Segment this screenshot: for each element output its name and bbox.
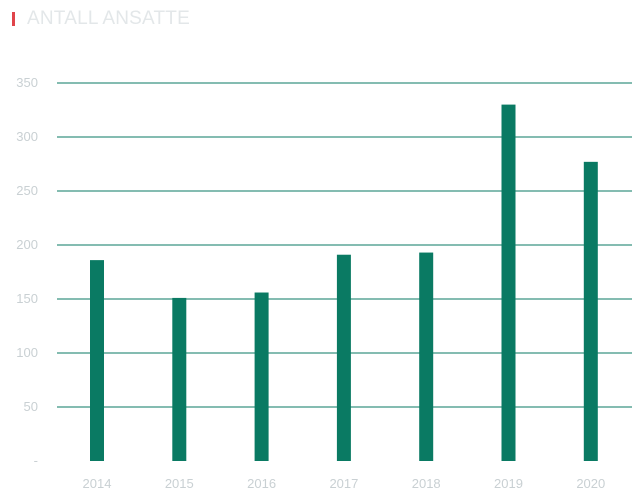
y-tick-label: 350 <box>16 75 38 90</box>
bar <box>583 161 598 461</box>
bar <box>254 292 269 461</box>
y-tick-label: 100 <box>16 345 38 360</box>
x-tick-label: 2018 <box>412 476 441 491</box>
bar <box>336 254 351 461</box>
bar <box>501 104 516 461</box>
title-accent-bar <box>12 12 15 26</box>
x-tick-label: 2020 <box>576 476 605 491</box>
bar <box>172 297 187 461</box>
x-tick-label: 2014 <box>83 476 112 491</box>
x-tick-label: 2019 <box>494 476 523 491</box>
bars <box>90 104 598 461</box>
y-tick-label: 250 <box>16 183 38 198</box>
y-axis-ticks: - 50 100 150 200 250 300 350 <box>16 75 38 468</box>
x-tick-label: 2015 <box>165 476 194 491</box>
bar <box>90 260 104 461</box>
y-tick-label: 300 <box>16 129 38 144</box>
y-tick-label: 200 <box>16 237 38 252</box>
y-tick-label: - <box>34 453 38 468</box>
y-tick-label: 150 <box>16 291 38 306</box>
y-tick-label: 50 <box>24 399 38 414</box>
x-axis-ticks: 2014 2015 2016 2017 2018 2019 2020 <box>83 476 606 491</box>
chart-title: ANTALL ANSATTE <box>27 8 190 29</box>
x-tick-label: 2016 <box>247 476 276 491</box>
bar <box>419 252 434 461</box>
x-tick-label: 2017 <box>329 476 358 491</box>
chart-title-area: ANTALL ANSATTE <box>12 8 190 30</box>
